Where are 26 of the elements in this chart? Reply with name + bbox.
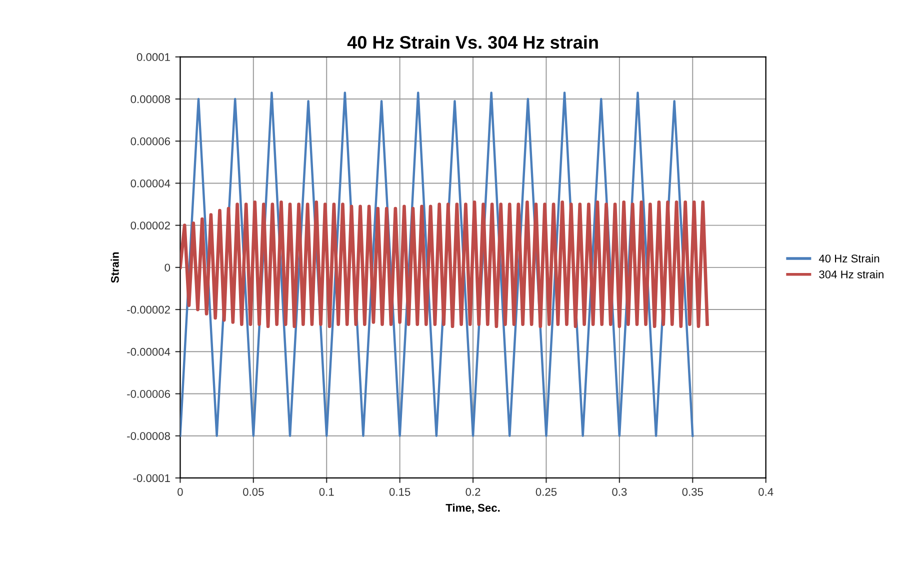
y-axis-title: Strain — [110, 252, 119, 283]
y-tick-label: -0.0001 — [133, 474, 170, 482]
y-tick-label: -0.00004 — [127, 348, 170, 356]
y-tick-label: 0.00006 — [130, 137, 170, 146]
line-series — [180, 200, 709, 328]
y-tick-label: 0.00004 — [130, 179, 170, 188]
x-tick-label: 0.25 — [536, 488, 557, 496]
x-tick-label: 0.2 — [466, 488, 480, 496]
x-tick-label: 0.05 — [243, 488, 264, 496]
legend-label: 304 Hz strain — [819, 270, 884, 278]
x-tick-label: 0 — [178, 488, 183, 496]
legend-label: 40 Hz Strain — [818, 254, 880, 262]
y-tick-label: 0.0001 — [136, 53, 170, 62]
chart-title: 40 Hz Strain Vs. 304 Hz strain — [347, 35, 598, 49]
y-tick-label: 0.00002 — [130, 222, 170, 230]
x-axis-title: Time, Sec. — [446, 504, 500, 514]
y-tick-label: -0.00006 — [127, 390, 170, 398]
x-tick-label: 0.1 — [319, 488, 334, 496]
y-tick-label: 0.00008 — [130, 95, 170, 104]
x-tick-label: 0.3 — [612, 488, 627, 496]
y-tick-label: 0 — [164, 264, 170, 272]
x-tick-label: 0.35 — [682, 488, 703, 496]
x-tick-label: 0.4 — [758, 488, 774, 496]
x-tick-label: 0.15 — [389, 488, 410, 496]
y-tick-label: -0.00008 — [127, 432, 170, 440]
y-tick-label: -0.00002 — [127, 306, 170, 314]
